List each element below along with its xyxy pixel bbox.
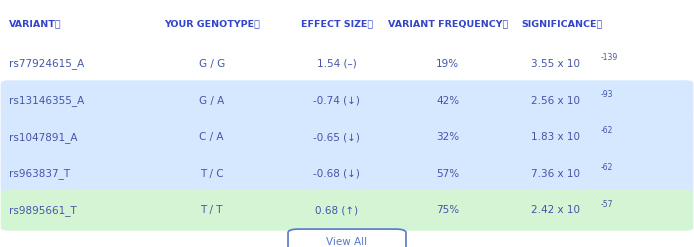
Text: -0.65 (↓): -0.65 (↓) [313, 132, 360, 142]
Text: -139: -139 [600, 53, 618, 62]
Text: G / G: G / G [198, 59, 225, 69]
Text: -0.74 (↓): -0.74 (↓) [313, 96, 360, 105]
Text: VARIANT FREQUENCYⓘ: VARIANT FREQUENCYⓘ [387, 20, 508, 29]
FancyBboxPatch shape [1, 117, 693, 158]
Text: rs77924615_A: rs77924615_A [9, 59, 84, 69]
FancyBboxPatch shape [1, 80, 693, 121]
Text: 0.68 (↑): 0.68 (↑) [315, 205, 358, 215]
FancyBboxPatch shape [1, 190, 693, 231]
Text: T / C: T / C [200, 169, 223, 179]
Text: rs963837_T: rs963837_T [9, 168, 70, 179]
Text: 32%: 32% [436, 132, 459, 142]
Text: 1.54 (–): 1.54 (–) [316, 59, 357, 69]
Text: YOUR GENOTYPEⓘ: YOUR GENOTYPEⓘ [164, 20, 260, 29]
FancyBboxPatch shape [1, 153, 693, 194]
Text: -62: -62 [600, 126, 613, 135]
Text: rs1047891_A: rs1047891_A [9, 132, 78, 143]
Text: 57%: 57% [436, 169, 459, 179]
Text: C / A: C / A [199, 132, 224, 142]
Text: T / T: T / T [201, 205, 223, 215]
Text: View All: View All [326, 237, 368, 247]
Text: 2.42 x 10: 2.42 x 10 [531, 205, 579, 215]
Text: -93: -93 [600, 90, 613, 99]
Text: rs13146355_A: rs13146355_A [9, 95, 84, 106]
Text: -0.68 (↓): -0.68 (↓) [313, 169, 360, 179]
Text: -57: -57 [600, 200, 613, 208]
Text: 3.55 x 10: 3.55 x 10 [531, 59, 579, 69]
Text: 75%: 75% [436, 205, 459, 215]
Text: VARIANTⓘ: VARIANTⓘ [9, 20, 62, 29]
Text: SIGNIFICANCEⓘ: SIGNIFICANCEⓘ [521, 20, 603, 29]
Text: 1.83 x 10: 1.83 x 10 [531, 132, 579, 142]
Text: 19%: 19% [436, 59, 459, 69]
Text: 42%: 42% [436, 96, 459, 105]
Text: G / A: G / A [199, 96, 224, 105]
FancyBboxPatch shape [288, 229, 406, 247]
Text: EFFECT SIZEⓘ: EFFECT SIZEⓘ [301, 20, 373, 29]
Text: 2.56 x 10: 2.56 x 10 [531, 96, 579, 105]
Text: 7.36 x 10: 7.36 x 10 [531, 169, 579, 179]
Text: -62: -62 [600, 163, 613, 172]
Text: rs9895661_T: rs9895661_T [9, 205, 77, 216]
